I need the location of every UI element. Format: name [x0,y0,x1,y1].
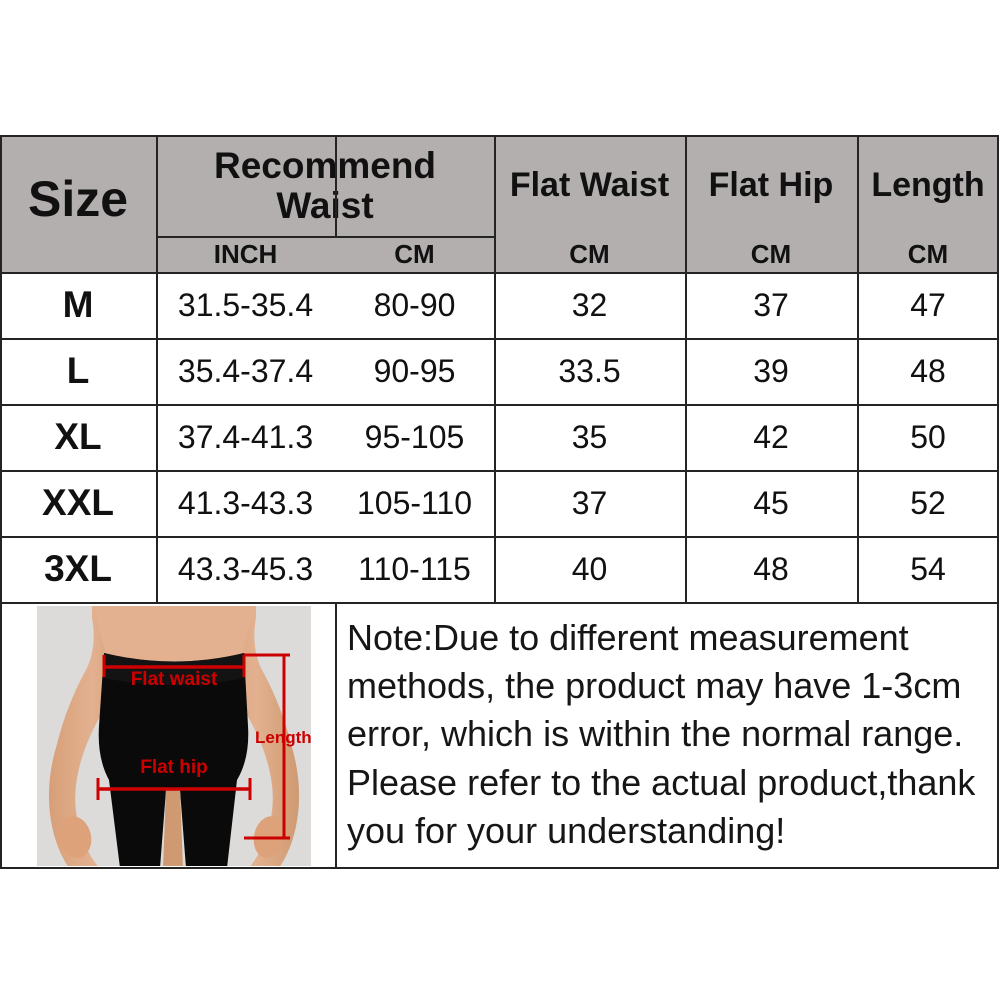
svg-text:Flat waist: Flat waist [131,669,218,690]
svg-text:Flat hip: Flat hip [140,757,208,778]
svg-text:Length: Length [255,728,311,747]
